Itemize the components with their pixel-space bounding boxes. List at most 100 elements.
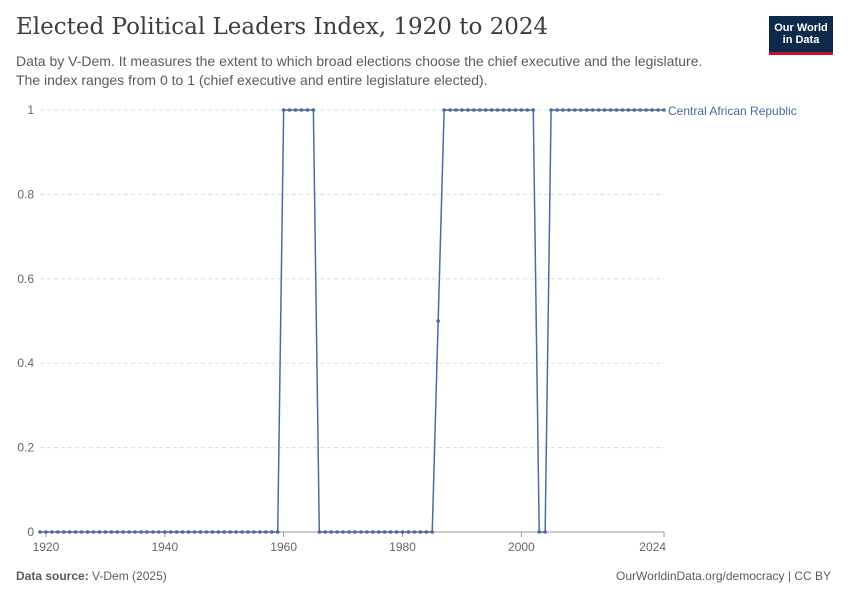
- y-tick-label: 0.2: [17, 441, 34, 455]
- data-point: [501, 108, 506, 112]
- data-point: [620, 108, 625, 112]
- data-source: Data source: V-Dem (2025): [16, 569, 167, 583]
- data-point: [258, 530, 262, 534]
- data-point: [371, 530, 375, 534]
- data-point: [466, 108, 470, 112]
- data-point: [323, 530, 328, 534]
- data-point: [424, 530, 429, 534]
- data-point: [662, 108, 666, 112]
- x-tick-label: 1920: [33, 540, 60, 554]
- chart-subtitle: Data by V-Dem. It measures the extent to…: [16, 52, 756, 90]
- data-point: [579, 108, 583, 112]
- data-point: [573, 108, 577, 112]
- data-point: [656, 108, 660, 112]
- subtitle-line-2: The index ranges from 0 to 1 (chief exec…: [16, 72, 488, 88]
- data-point: [311, 108, 316, 112]
- data-point: [109, 530, 114, 534]
- data-point: [537, 530, 541, 534]
- data-point: [281, 108, 286, 112]
- data-point: [198, 530, 203, 534]
- source-value[interactable]: V-Dem (2025): [92, 569, 167, 583]
- series-label: Central African Republic: [668, 104, 797, 118]
- data-point: [388, 530, 393, 534]
- data-point: [418, 530, 423, 534]
- data-point: [151, 530, 155, 534]
- data-point: [400, 530, 405, 534]
- data-point: [567, 108, 571, 112]
- data-point: [608, 108, 613, 112]
- data-point: [97, 530, 102, 534]
- data-point: [305, 108, 310, 112]
- data-point: [222, 530, 227, 534]
- data-point: [632, 108, 637, 112]
- source-label: Data source:: [16, 569, 89, 583]
- data-point: [614, 108, 619, 112]
- data-point: [133, 530, 137, 534]
- footer-url[interactable]: OurWorldinData.org/democracy | CC BY: [616, 569, 831, 583]
- chart-title: Elected Political Leaders Index, 1920 to…: [16, 14, 549, 40]
- data-point: [139, 530, 143, 534]
- data-point: [216, 530, 221, 534]
- data-point: [347, 530, 351, 534]
- data-point: [50, 530, 54, 534]
- data-point: [412, 530, 417, 534]
- logo-line-1: Our World: [774, 22, 828, 34]
- series-layer: [38, 108, 666, 534]
- data-point: [79, 530, 84, 534]
- data-point: [180, 530, 185, 534]
- data-point: [275, 530, 280, 534]
- data-point: [483, 108, 488, 112]
- data-point: [329, 530, 334, 534]
- data-point: [382, 530, 387, 534]
- data-point: [240, 530, 244, 534]
- data-point: [204, 530, 209, 534]
- x-tick-label: 1980: [389, 540, 416, 554]
- data-point: [252, 530, 256, 534]
- logo-line-2: in Data: [782, 34, 820, 46]
- data-point: [519, 108, 524, 112]
- data-point: [335, 530, 339, 534]
- data-point: [543, 530, 547, 534]
- data-point: [525, 108, 530, 112]
- data-point: [365, 530, 369, 534]
- data-point: [115, 530, 120, 534]
- data-point: [650, 108, 654, 112]
- data-point: [38, 530, 42, 534]
- data-point: [341, 530, 345, 534]
- data-point: [555, 108, 559, 112]
- data-point: [287, 108, 292, 112]
- data-point: [531, 108, 536, 112]
- data-point: [174, 530, 179, 534]
- data-point: [145, 530, 149, 534]
- data-point: [264, 530, 268, 534]
- data-point: [454, 108, 458, 112]
- data-point: [602, 108, 607, 112]
- data-point: [269, 530, 274, 534]
- owid-logo[interactable]: Our World in Data: [769, 16, 833, 55]
- y-tick-label: 1: [27, 103, 34, 117]
- data-point: [584, 108, 589, 112]
- y-tick-label: 0: [27, 525, 34, 539]
- data-point: [561, 108, 565, 112]
- x-tick-label: 2000: [508, 540, 535, 554]
- data-point: [489, 108, 494, 112]
- data-point: [192, 530, 197, 534]
- x-tick-label: 1960: [270, 540, 297, 554]
- data-point: [67, 530, 72, 534]
- data-point: [61, 530, 66, 534]
- y-tick-label: 0.6: [17, 272, 34, 286]
- data-point: [210, 530, 215, 534]
- data-point: [293, 108, 298, 112]
- data-point: [596, 108, 601, 112]
- data-point: [91, 530, 96, 534]
- data-point: [127, 530, 131, 534]
- data-point: [103, 530, 108, 534]
- data-point: [472, 108, 476, 112]
- data-point: [448, 108, 452, 112]
- axis-layer: 0 0.2 0.4 0.6 0.8 1 1920 1940 1960 1980 2000 2024: [17, 103, 666, 554]
- data-point: [460, 108, 464, 112]
- data-point: [638, 108, 643, 112]
- data-point: [644, 108, 648, 112]
- data-point: [317, 530, 322, 534]
